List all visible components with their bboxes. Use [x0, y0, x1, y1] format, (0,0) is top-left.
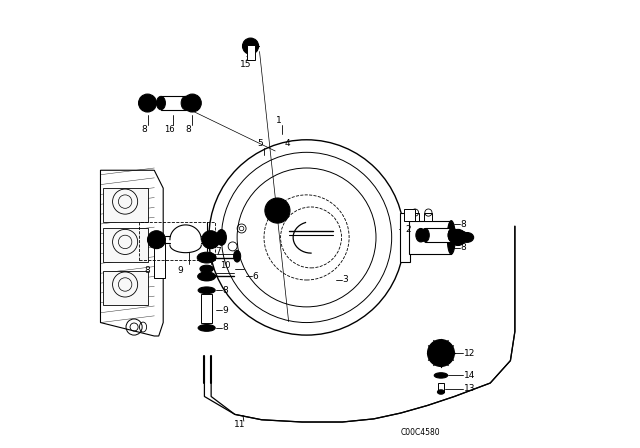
- Polygon shape: [400, 213, 410, 262]
- Circle shape: [243, 38, 259, 54]
- Bar: [438, 383, 444, 392]
- Text: 5: 5: [257, 139, 263, 148]
- Bar: [138, 222, 214, 260]
- Text: 8: 8: [223, 323, 228, 332]
- Bar: [424, 212, 433, 221]
- Bar: [411, 212, 419, 221]
- Text: 8: 8: [460, 243, 466, 252]
- Text: C00C4580: C00C4580: [401, 428, 440, 437]
- Text: 6: 6: [252, 272, 258, 281]
- Bar: [246, 45, 255, 60]
- Bar: [161, 96, 186, 110]
- Bar: [102, 228, 147, 262]
- Ellipse shape: [181, 96, 190, 110]
- Circle shape: [265, 198, 290, 223]
- Bar: [102, 188, 147, 222]
- Ellipse shape: [416, 228, 426, 242]
- Text: 8: 8: [186, 125, 191, 134]
- Ellipse shape: [435, 373, 448, 378]
- Circle shape: [428, 340, 454, 366]
- Text: 2: 2: [406, 225, 411, 234]
- Ellipse shape: [198, 324, 215, 332]
- Text: 4: 4: [285, 139, 290, 148]
- Text: 13: 13: [464, 384, 476, 393]
- Text: 9: 9: [460, 231, 466, 240]
- Text: 14: 14: [464, 371, 476, 380]
- Text: 9: 9: [223, 306, 228, 314]
- Text: 8: 8: [145, 266, 150, 275]
- Polygon shape: [100, 170, 163, 336]
- Text: 12: 12: [464, 349, 476, 358]
- Circle shape: [202, 231, 220, 249]
- Text: 8: 8: [460, 220, 466, 228]
- Bar: [201, 294, 212, 323]
- Ellipse shape: [156, 96, 165, 110]
- Ellipse shape: [234, 250, 241, 262]
- Bar: [404, 209, 415, 221]
- Ellipse shape: [198, 272, 216, 281]
- Circle shape: [450, 229, 466, 246]
- Text: 3: 3: [342, 276, 348, 284]
- Ellipse shape: [216, 229, 227, 246]
- Circle shape: [183, 94, 201, 112]
- Ellipse shape: [437, 390, 445, 394]
- Ellipse shape: [460, 233, 474, 242]
- Ellipse shape: [448, 228, 456, 242]
- Polygon shape: [154, 242, 165, 278]
- Text: 9: 9: [177, 266, 183, 275]
- Text: 1: 1: [275, 116, 281, 125]
- Circle shape: [147, 231, 165, 249]
- Ellipse shape: [448, 228, 458, 242]
- Ellipse shape: [447, 221, 455, 254]
- Bar: [102, 271, 147, 305]
- Text: 16: 16: [164, 125, 175, 134]
- Circle shape: [138, 94, 156, 112]
- Ellipse shape: [200, 265, 213, 272]
- Text: 7: 7: [214, 247, 220, 256]
- Ellipse shape: [198, 287, 215, 294]
- Text: 8: 8: [141, 125, 147, 134]
- Ellipse shape: [197, 252, 216, 263]
- Bar: [425, 228, 452, 242]
- Text: 8: 8: [199, 266, 205, 275]
- Text: 11: 11: [234, 420, 245, 429]
- Polygon shape: [409, 221, 451, 254]
- Text: 15: 15: [241, 60, 252, 69]
- Text: 8: 8: [223, 286, 228, 295]
- Ellipse shape: [421, 228, 429, 242]
- Text: 10: 10: [220, 261, 230, 270]
